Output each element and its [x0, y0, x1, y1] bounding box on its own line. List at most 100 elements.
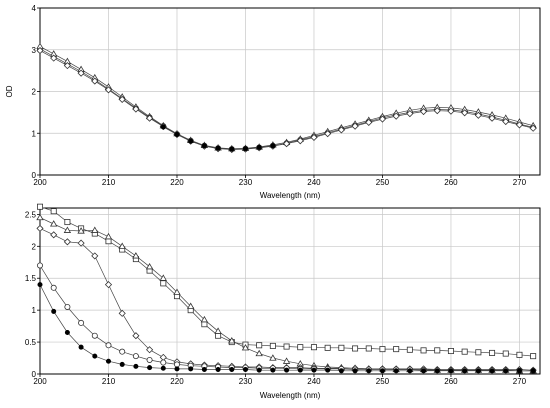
data-point: [530, 353, 537, 360]
data-point: [64, 303, 71, 310]
data-point: [105, 238, 112, 245]
data-point: [270, 143, 276, 149]
data-point: [200, 315, 209, 323]
data-point: [242, 146, 248, 152]
data-point: [406, 110, 414, 118]
series-line: [39, 50, 534, 150]
data-point: [419, 107, 428, 116]
data-point: [50, 284, 57, 291]
data-point: [433, 107, 441, 115]
data-point: [434, 368, 440, 374]
data-point: [201, 143, 207, 149]
y-tick-label: 2: [32, 88, 37, 97]
data-point: [160, 359, 167, 366]
data-point: [104, 232, 113, 240]
data-point: [366, 368, 372, 374]
data-point: [51, 308, 57, 314]
x-tick-label: 200: [33, 178, 47, 187]
data-point: [241, 344, 250, 351]
data-point: [421, 368, 427, 374]
data-point: [365, 118, 373, 126]
data-point: [201, 321, 208, 328]
x-tick-label: 250: [376, 377, 390, 386]
data-point: [118, 242, 126, 249]
data-point: [132, 332, 140, 340]
series-1: [37, 45, 537, 153]
series-line: [39, 48, 534, 150]
data-point: [160, 365, 166, 371]
data-point: [64, 219, 71, 226]
x-tick-label: 260: [444, 178, 458, 187]
data-point: [462, 368, 468, 374]
data-point: [393, 368, 399, 374]
data-point: [325, 367, 331, 373]
data-point: [36, 213, 44, 221]
data-point: [160, 124, 166, 130]
y-tick-label: 4: [32, 4, 37, 13]
data-point: [160, 280, 167, 287]
data-point: [228, 336, 236, 344]
data-point: [105, 342, 112, 349]
data-point: [63, 226, 72, 233]
x-axis-label: Wavelength (nm): [260, 391, 321, 400]
data-point: [379, 346, 386, 353]
x-tick-label: 270: [513, 377, 527, 386]
data-point: [63, 238, 71, 246]
data-point: [64, 329, 70, 335]
data-point: [188, 138, 194, 144]
series-5: [37, 282, 536, 374]
data-point: [159, 274, 167, 281]
data-point: [242, 367, 248, 373]
data-point: [201, 367, 207, 373]
data-point: [407, 368, 413, 374]
data-point: [489, 349, 496, 356]
x-tick-label: 250: [376, 178, 390, 187]
data-point: [77, 239, 85, 247]
x-tick-label: 220: [170, 377, 184, 386]
data-point: [147, 365, 153, 371]
data-point: [37, 262, 44, 269]
data-point: [378, 115, 387, 123]
data-point: [188, 366, 194, 372]
data-point: [365, 345, 372, 352]
data-point: [283, 343, 290, 350]
data-point: [283, 140, 291, 148]
data-point: [36, 224, 44, 232]
y-tick-label: 1: [32, 306, 37, 315]
data-point: [447, 348, 454, 355]
x-tick-label: 210: [102, 377, 116, 386]
data-point: [352, 368, 358, 374]
series-3: [36, 224, 537, 374]
x-tick-label: 220: [170, 178, 184, 187]
x-tick-label: 230: [239, 377, 253, 386]
data-point: [337, 126, 345, 134]
data-point: [324, 130, 332, 138]
data-point: [420, 347, 427, 354]
data-point: [77, 69, 85, 77]
data-point: [91, 332, 98, 339]
chart-panel-1: 200 210 220 230 240 250 260 270 0 1 2 3 4 Wavelength …: [5, 4, 541, 200]
data-point: [36, 47, 44, 55]
data-point: [173, 361, 180, 368]
data-point: [406, 346, 413, 353]
x-tick-label: 270: [513, 178, 527, 187]
series-1: [37, 203, 537, 360]
data-point: [105, 358, 111, 364]
data-point: [133, 363, 139, 369]
data-point: [77, 227, 85, 234]
data-point: [310, 133, 318, 141]
data-point: [461, 348, 468, 355]
data-point: [297, 367, 303, 373]
data-point: [92, 353, 98, 359]
data-point: [132, 252, 140, 259]
data-point: [338, 344, 345, 351]
x-tick-label: 240: [307, 178, 321, 187]
data-point: [393, 346, 400, 353]
data-point: [516, 368, 522, 374]
data-point: [256, 342, 263, 349]
data-point: [50, 231, 58, 239]
series-3: [36, 47, 537, 154]
data-point: [448, 368, 454, 374]
data-point: [392, 112, 400, 120]
